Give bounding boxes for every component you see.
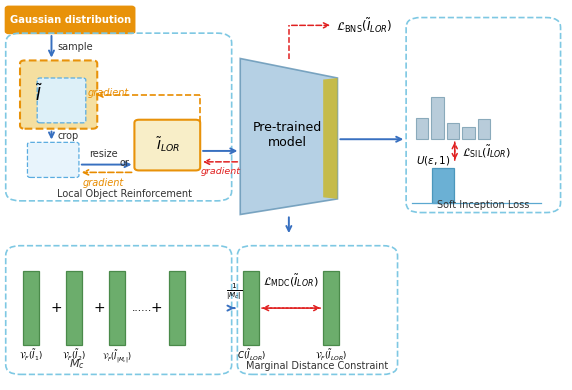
Text: gradient: gradient — [88, 88, 129, 98]
Bar — [432, 168, 454, 203]
Text: $\tilde{I}$: $\tilde{I}$ — [35, 84, 43, 105]
FancyBboxPatch shape — [27, 142, 79, 177]
Text: $\frac{1}{|M_c|}$: $\frac{1}{|M_c|}$ — [227, 282, 243, 302]
Text: Local Object Reinforcement: Local Object Reinforcement — [57, 189, 192, 199]
FancyBboxPatch shape — [37, 78, 86, 123]
FancyBboxPatch shape — [20, 60, 97, 129]
Text: ......: ...... — [132, 303, 152, 313]
Text: Pre-trained
model: Pre-trained model — [253, 121, 323, 149]
Bar — [447, 123, 459, 139]
Text: +: + — [51, 301, 62, 315]
Bar — [478, 119, 490, 139]
Text: Marginal Distance Constraint: Marginal Distance Constraint — [247, 361, 388, 371]
Text: Soft Inception Loss: Soft Inception Loss — [437, 200, 530, 210]
Text: $C(\tilde{I}_{LOR})$: $C(\tilde{I}_{LOR})$ — [237, 348, 265, 363]
Text: $\mathcal{V}_F(\tilde{I}_2)$: $\mathcal{V}_F(\tilde{I}_2)$ — [62, 348, 86, 363]
Text: gradient: gradient — [200, 167, 240, 176]
Text: $\mathcal{L}_{\mathrm{MDC}}(\tilde{I}_{LOR})$: $\mathcal{L}_{\mathrm{MDC}}(\tilde{I}_{L… — [263, 273, 319, 289]
Text: +: + — [94, 301, 105, 315]
Text: +: + — [150, 301, 162, 315]
Text: $\mathcal{L}_{\mathrm{SIL}}(\tilde{I}_{LOR})$: $\mathcal{L}_{\mathrm{SIL}}(\tilde{I}_{L… — [462, 143, 511, 160]
Text: resize: resize — [89, 149, 117, 159]
Polygon shape — [323, 78, 337, 199]
Bar — [323, 271, 339, 345]
FancyBboxPatch shape — [6, 7, 134, 33]
Text: gradient: gradient — [82, 178, 124, 188]
Text: $\mathcal{L}_{\mathrm{BNS}}(\tilde{I}_{LOR})$: $\mathcal{L}_{\mathrm{BNS}}(\tilde{I}_{L… — [336, 16, 392, 35]
Bar — [462, 127, 475, 139]
Text: $\mathcal{V}_F(\tilde{I}_1)$: $\mathcal{V}_F(\tilde{I}_1)$ — [19, 348, 43, 363]
Bar — [23, 271, 39, 345]
Bar — [431, 97, 444, 139]
Text: or: or — [120, 158, 130, 168]
Bar — [169, 271, 185, 345]
Bar — [416, 118, 428, 139]
Text: $U(\epsilon, 1)$: $U(\epsilon, 1)$ — [416, 154, 451, 167]
Polygon shape — [240, 58, 337, 214]
Text: sample: sample — [57, 42, 93, 52]
Text: $\mathcal{V}_F(\tilde{I}_{|M_c|})$: $\mathcal{V}_F(\tilde{I}_{|M_c|})$ — [102, 348, 132, 365]
Text: $\mathcal{V}_F(\tilde{I}_{LOR})$: $\mathcal{V}_F(\tilde{I}_{LOR})$ — [315, 348, 347, 363]
Text: $M_c$: $M_c$ — [69, 358, 85, 371]
Bar — [243, 271, 259, 345]
FancyBboxPatch shape — [134, 120, 200, 170]
Text: crop: crop — [57, 131, 78, 141]
Text: $\tilde{I}_{LOR}$: $\tilde{I}_{LOR}$ — [156, 136, 180, 154]
Bar — [66, 271, 82, 345]
Bar — [109, 271, 125, 345]
Text: Gaussian distribution: Gaussian distribution — [10, 15, 130, 25]
